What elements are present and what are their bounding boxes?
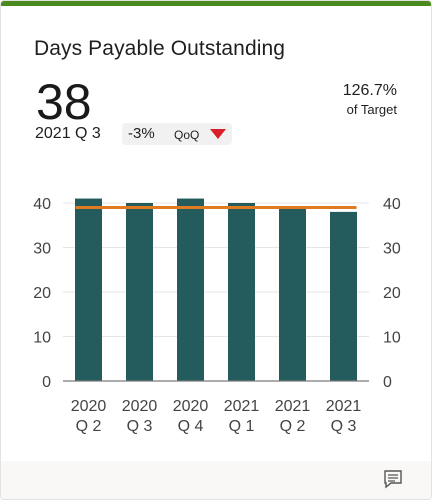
card-accent-bar — [1, 1, 431, 6]
x-tick-label-year: 2020 — [71, 398, 107, 415]
bar — [126, 203, 153, 381]
x-tick-label-year: 2020 — [173, 398, 209, 415]
change-value: -3% — [128, 125, 155, 142]
y-tick-label-right: 10 — [383, 330, 401, 347]
y-tick-label-right: 30 — [383, 241, 401, 258]
x-tick-label-year: 2021 — [326, 398, 362, 415]
y-tick-label-left: 10 — [33, 330, 51, 347]
y-tick-label-left: 40 — [33, 196, 51, 213]
kpi-value: 38 — [36, 74, 92, 130]
y-tick-label-left: 0 — [42, 374, 51, 391]
x-tick-label-year: 2020 — [122, 398, 158, 415]
x-tick-label-quarter: Q 4 — [178, 418, 204, 435]
triangle-down-icon — [210, 129, 226, 139]
bar — [228, 203, 255, 381]
y-tick-label-right: 40 — [383, 196, 401, 213]
x-tick-label-quarter: Q 2 — [76, 418, 102, 435]
x-tick-label-quarter: Q 2 — [280, 418, 306, 435]
bar — [75, 198, 102, 381]
bar — [177, 198, 204, 381]
card-footer — [1, 461, 431, 499]
bar — [330, 211, 357, 381]
x-tick-label-quarter: Q 3 — [127, 418, 153, 435]
card-title: Days Payable Outstanding — [34, 37, 286, 60]
y-tick-label-right: 20 — [383, 285, 401, 302]
comment-icon[interactable] — [383, 469, 403, 489]
y-tick-label-left: 30 — [33, 241, 51, 258]
x-tick-label-quarter: Q 1 — [229, 418, 255, 435]
x-tick-label-quarter: Q 3 — [331, 418, 357, 435]
y-tick-label-right: 0 — [383, 374, 392, 391]
x-tick-label-year: 2021 — [275, 398, 311, 415]
x-tick-label-year: 2021 — [224, 398, 260, 415]
change-basis-label: QoQ — [174, 128, 200, 142]
y-tick-label-left: 20 — [33, 285, 51, 302]
target-label: of Target — [346, 102, 397, 117]
period-label: 2021 Q 3 — [35, 125, 101, 142]
target-percentage: 126.7% — [342, 82, 397, 99]
bar — [279, 207, 306, 381]
change-badge: -3% QoQ — [122, 123, 232, 145]
